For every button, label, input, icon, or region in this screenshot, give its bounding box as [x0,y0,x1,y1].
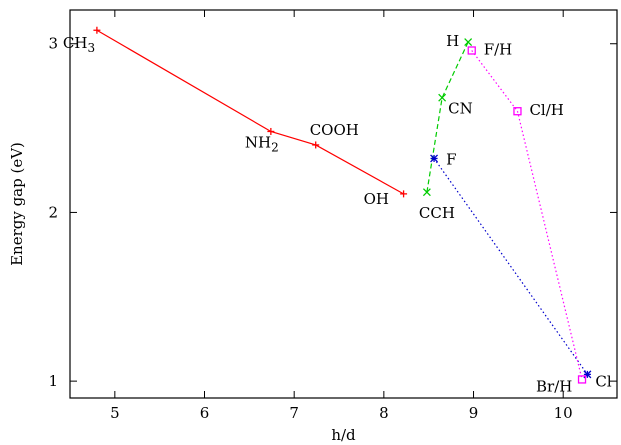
x-tick-label: 5 [110,404,120,422]
y-tick-label: 1 [48,372,58,390]
data-point [430,154,439,163]
y-axis-label: Energy gap (eV) [8,142,26,266]
plot-area: 5 6 7 8 9 10 1 2 3 [48,9,618,422]
series-line [433,158,588,375]
point-label: CCH [419,204,455,222]
data-point [267,127,275,135]
data-point [312,141,320,149]
point-label: OH [364,190,389,208]
x-axis-label: h/d [331,426,356,444]
point-label: H [446,32,459,50]
series-line [471,50,583,380]
x-tick-label: 8 [379,404,389,422]
series-line [426,41,469,193]
x-tick-label: 6 [200,404,210,422]
data-point [513,107,522,116]
data-point [93,26,101,34]
data-point [467,46,476,55]
point-label: Cl/H [529,101,563,119]
plot-frame [69,9,618,399]
series-line [96,29,404,195]
point-label: CN [448,100,473,118]
point-label: Cl [595,372,611,390]
data-point [400,190,408,198]
series-layer [93,26,592,384]
x-tick-label: 9 [469,404,479,422]
point-label: NH2 [245,133,279,154]
y-tick-label: 3 [48,35,58,53]
point-label: F/H [484,40,513,58]
point-label: CH3 [63,34,95,55]
data-point [438,93,447,102]
x-tick-label: 10 [554,404,573,422]
y-tick-label: 2 [48,203,58,221]
data-point [577,375,587,384]
x-tick-label: 7 [289,404,299,422]
point-label: COOH [310,121,359,139]
data-point [422,188,431,197]
data-point [464,38,473,47]
point-label: F [446,150,456,168]
point-label: Br/H [536,377,572,395]
point-labels: CH3 NH2 COOH OH CCH CN H F Cl F/H Cl/H Br/H [63,32,612,395]
